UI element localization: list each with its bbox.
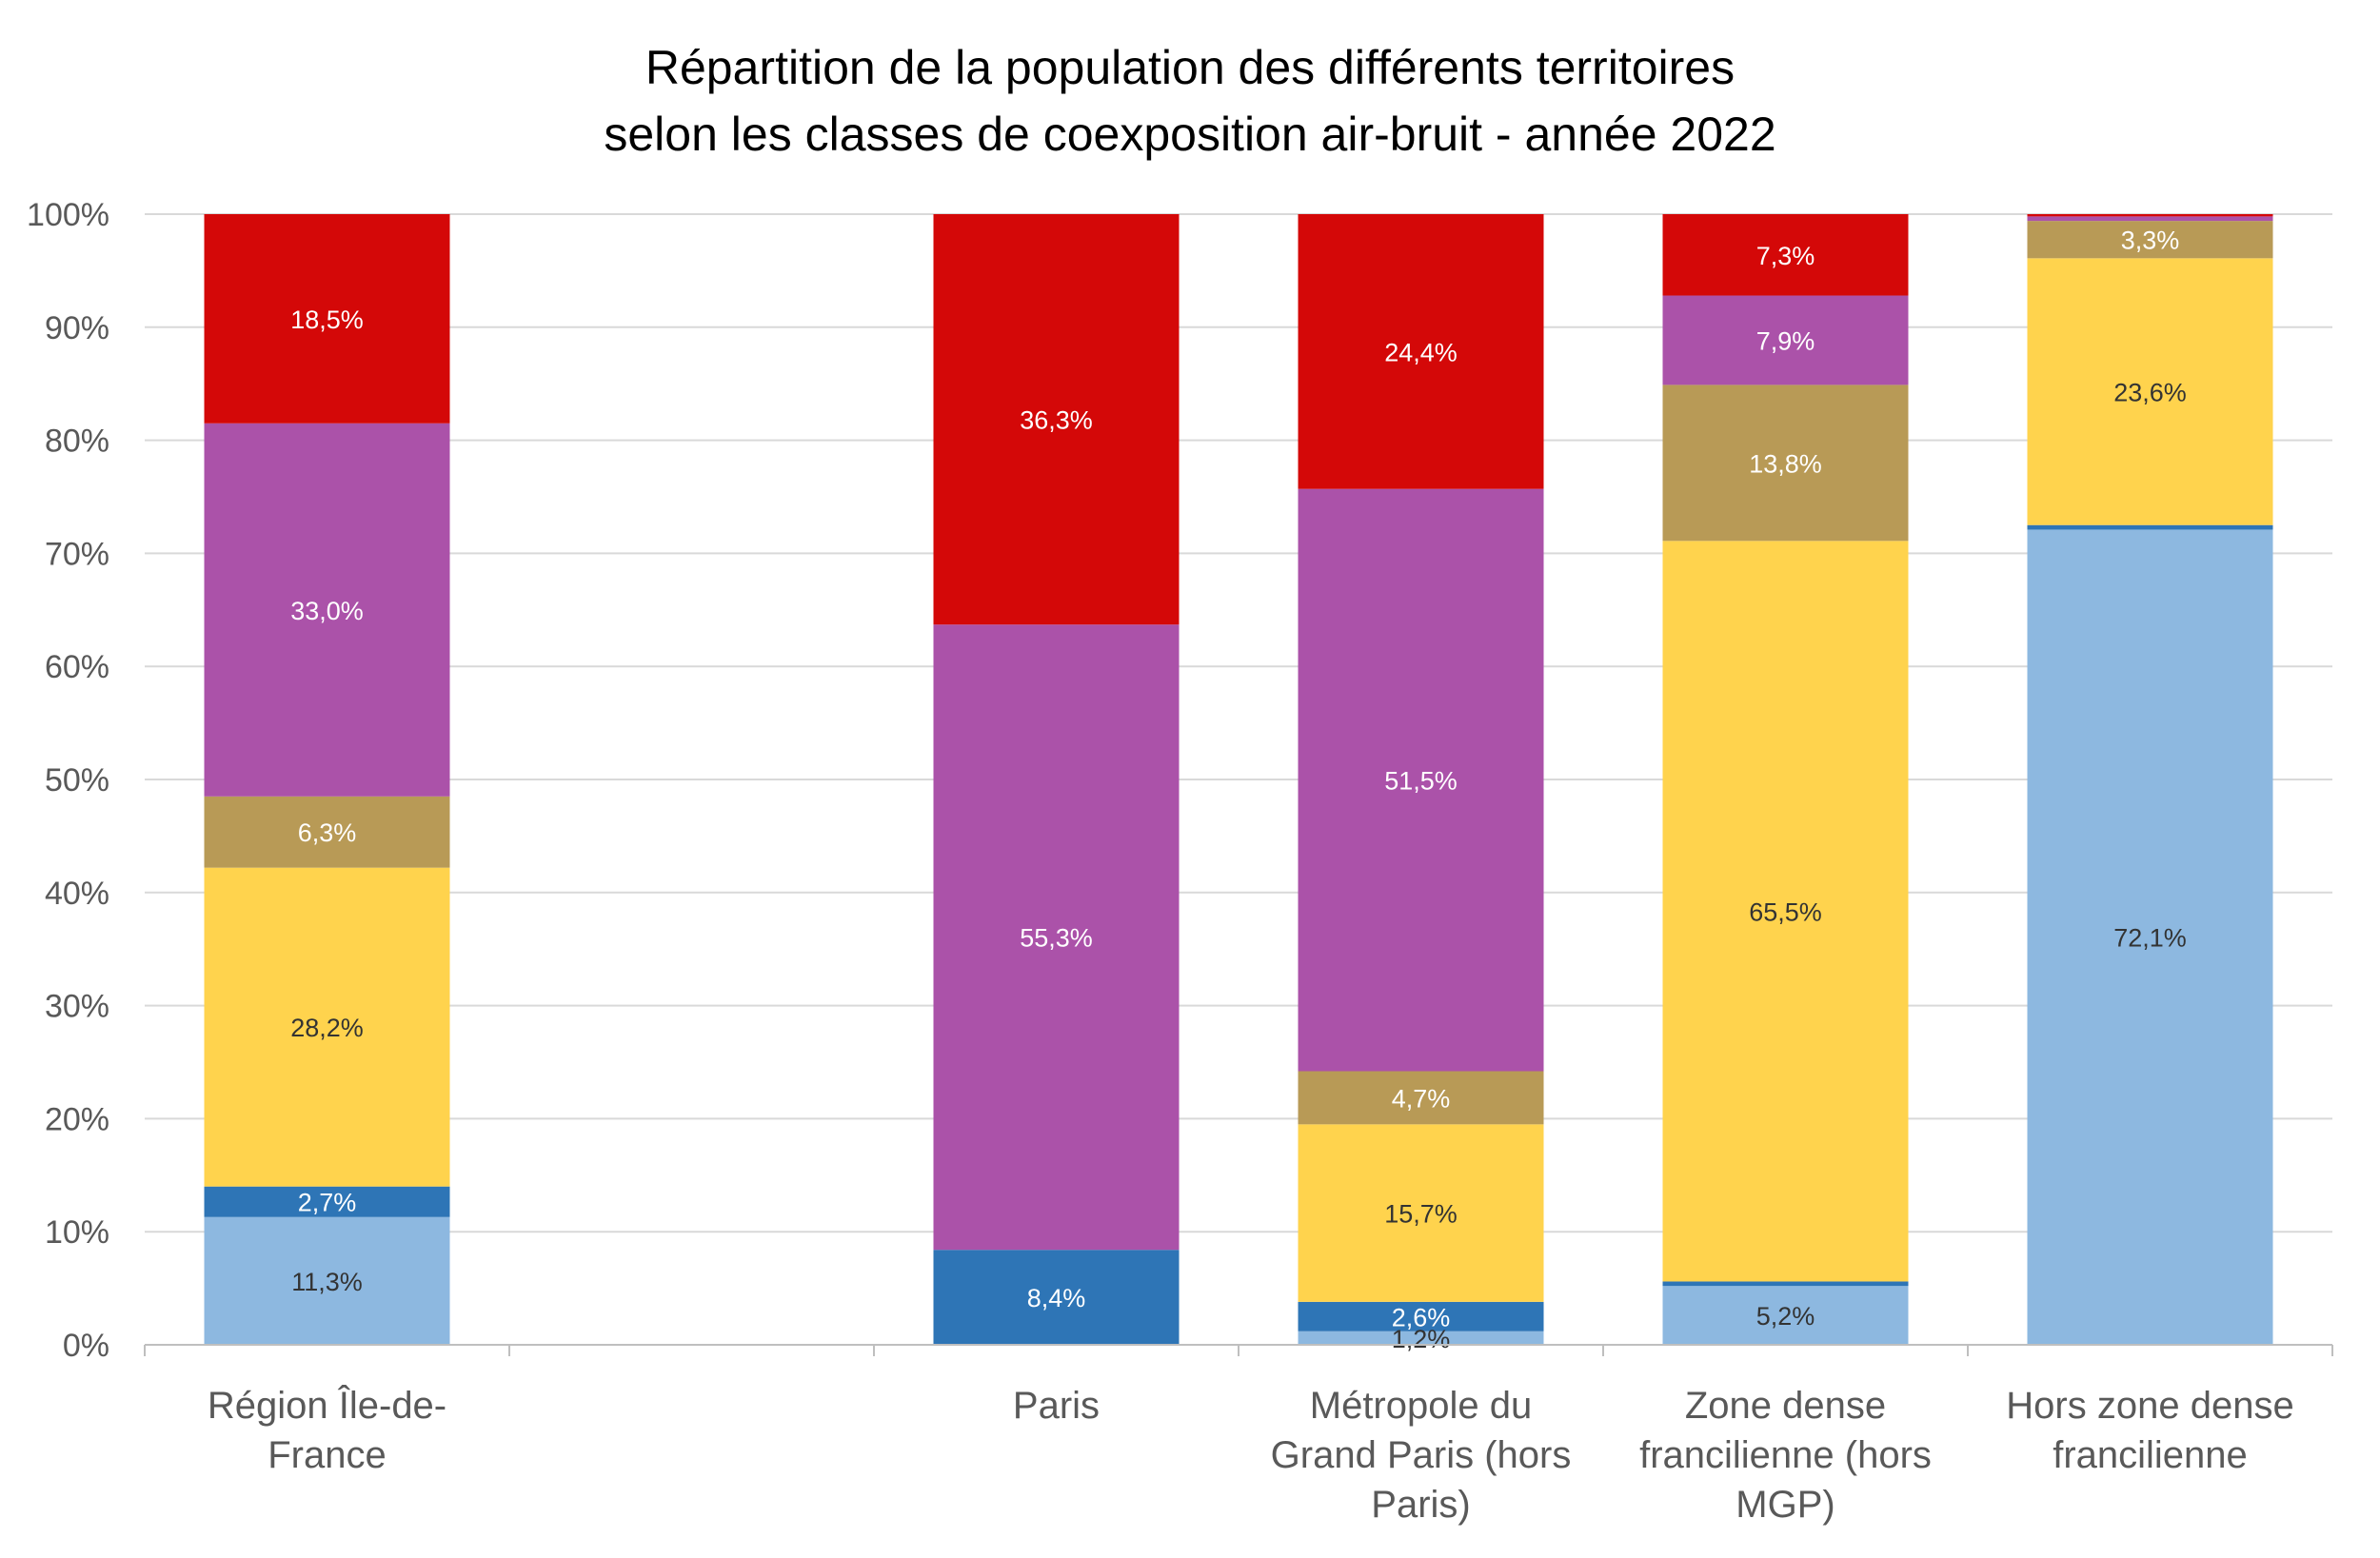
data-label: 13,8% bbox=[1749, 449, 1822, 478]
bar-segment bbox=[2027, 258, 2273, 525]
x-tick-label: Grand Paris (hors bbox=[1271, 1434, 1572, 1476]
data-label: 8,4% bbox=[1027, 1284, 1086, 1312]
x-tick-label: Paris bbox=[1013, 1385, 1100, 1427]
data-label: 7,9% bbox=[1756, 326, 1815, 355]
y-tick-label: 50% bbox=[45, 762, 109, 799]
bar-segment bbox=[204, 796, 450, 868]
x-axis-ticks: Région Île-de- France Paris Métropole du Gra… bbox=[208, 1384, 2294, 1526]
y-tick-label: 0% bbox=[63, 1328, 109, 1364]
bar-segment bbox=[1298, 1071, 1544, 1125]
data-label: 36,3% bbox=[1020, 406, 1093, 435]
data-label: 2,6% bbox=[1392, 1303, 1451, 1331]
data-label: 18,5% bbox=[290, 306, 364, 334]
data-label: 65,5% bbox=[1749, 897, 1822, 926]
bar-segment bbox=[2027, 221, 2273, 259]
y-tick-label: 40% bbox=[45, 876, 109, 912]
x-tick-label: France bbox=[268, 1434, 387, 1476]
y-tick-label: 30% bbox=[45, 989, 109, 1025]
y-tick-label: 10% bbox=[45, 1214, 109, 1251]
x-tick-label: Paris) bbox=[1371, 1484, 1470, 1526]
x-tick-label: Hors zone dense bbox=[2006, 1385, 2293, 1427]
gridlines bbox=[145, 213, 2332, 1233]
bar-segment bbox=[204, 214, 450, 424]
data-label: 11,3% bbox=[291, 1268, 363, 1296]
chart-title-line: Répartition de la population des différe… bbox=[645, 41, 1735, 94]
chart-title-line: selon les classes de coexposition air-br… bbox=[604, 108, 1775, 161]
data-label: 24,4% bbox=[1384, 338, 1458, 366]
data-label: 2,7% bbox=[298, 1189, 357, 1217]
x-tick-label: francilienne bbox=[2053, 1434, 2248, 1476]
bar-segment bbox=[204, 1186, 450, 1217]
bar-segment bbox=[204, 1216, 450, 1345]
bar-segment bbox=[2027, 214, 2273, 217]
x-tick-label: Métropole du bbox=[1310, 1385, 1532, 1427]
x-tick-label: francilienne (hors bbox=[1639, 1434, 1932, 1476]
data-label: 5,2% bbox=[1756, 1302, 1815, 1331]
bar-segment bbox=[2027, 524, 2273, 530]
data-label: 72,1% bbox=[2113, 924, 2187, 953]
bar-segment bbox=[1298, 488, 1544, 1072]
data-label: 33,0% bbox=[290, 597, 364, 625]
data-label: 6,3% bbox=[298, 818, 357, 847]
bar-segment bbox=[2027, 216, 2273, 222]
data-labels: 11,3% 2,7% 28,2% 6,3% 33,0% 18,5% 8,4% 55,3% 36,… bbox=[290, 227, 2187, 1353]
data-label: 51,5% bbox=[1384, 767, 1458, 796]
x-tick-label: MGP) bbox=[1735, 1484, 1835, 1526]
bar-segment bbox=[1662, 385, 1909, 542]
x-axis bbox=[144, 1344, 2333, 1356]
data-label: 1,2% bbox=[1392, 1325, 1451, 1353]
data-label: 3,3% bbox=[2121, 227, 2180, 255]
bar-segment bbox=[1662, 1286, 1909, 1345]
bar-segment bbox=[1662, 295, 1909, 385]
chart-title: Répartition de la population des différe… bbox=[604, 41, 1775, 161]
bar-segment bbox=[204, 423, 450, 797]
y-tick-label: 90% bbox=[45, 310, 109, 346]
bar-segment bbox=[933, 624, 1180, 1251]
data-label: 7,3% bbox=[1756, 242, 1815, 270]
bar-segment bbox=[1662, 541, 1909, 1282]
data-label: 15,7% bbox=[1384, 1200, 1458, 1229]
bar-segment bbox=[1662, 1281, 1909, 1287]
bar-segment bbox=[2027, 529, 2273, 1345]
bar-segment bbox=[1298, 1124, 1544, 1302]
bar-segment bbox=[933, 214, 1180, 625]
y-tick-label: 60% bbox=[45, 649, 109, 685]
y-tick-label: 80% bbox=[45, 424, 109, 460]
bars bbox=[204, 214, 2273, 1345]
bar-segment bbox=[204, 867, 450, 1187]
data-label: 23,6% bbox=[2113, 379, 2187, 407]
x-tick-label: Région Île-de- bbox=[208, 1384, 446, 1427]
y-tick-label: 20% bbox=[45, 1101, 109, 1137]
data-label: 4,7% bbox=[1392, 1084, 1451, 1113]
x-tick-label: Zone dense bbox=[1685, 1385, 1886, 1427]
bar-segment bbox=[1298, 1331, 1544, 1345]
y-tick-label: 100% bbox=[27, 197, 109, 233]
bar-segment bbox=[1298, 214, 1544, 489]
data-label: 55,3% bbox=[1020, 924, 1093, 953]
data-label: 28,2% bbox=[290, 1014, 364, 1042]
y-axis-ticks: 0% 10% 20% 30% 40% 50% 60% 70% 80% 90% 100% bbox=[27, 197, 109, 1364]
bar-segment bbox=[1298, 1301, 1544, 1331]
bar-segment bbox=[933, 1250, 1180, 1345]
bar-segment bbox=[1662, 214, 1909, 296]
y-tick-label: 70% bbox=[45, 536, 109, 572]
